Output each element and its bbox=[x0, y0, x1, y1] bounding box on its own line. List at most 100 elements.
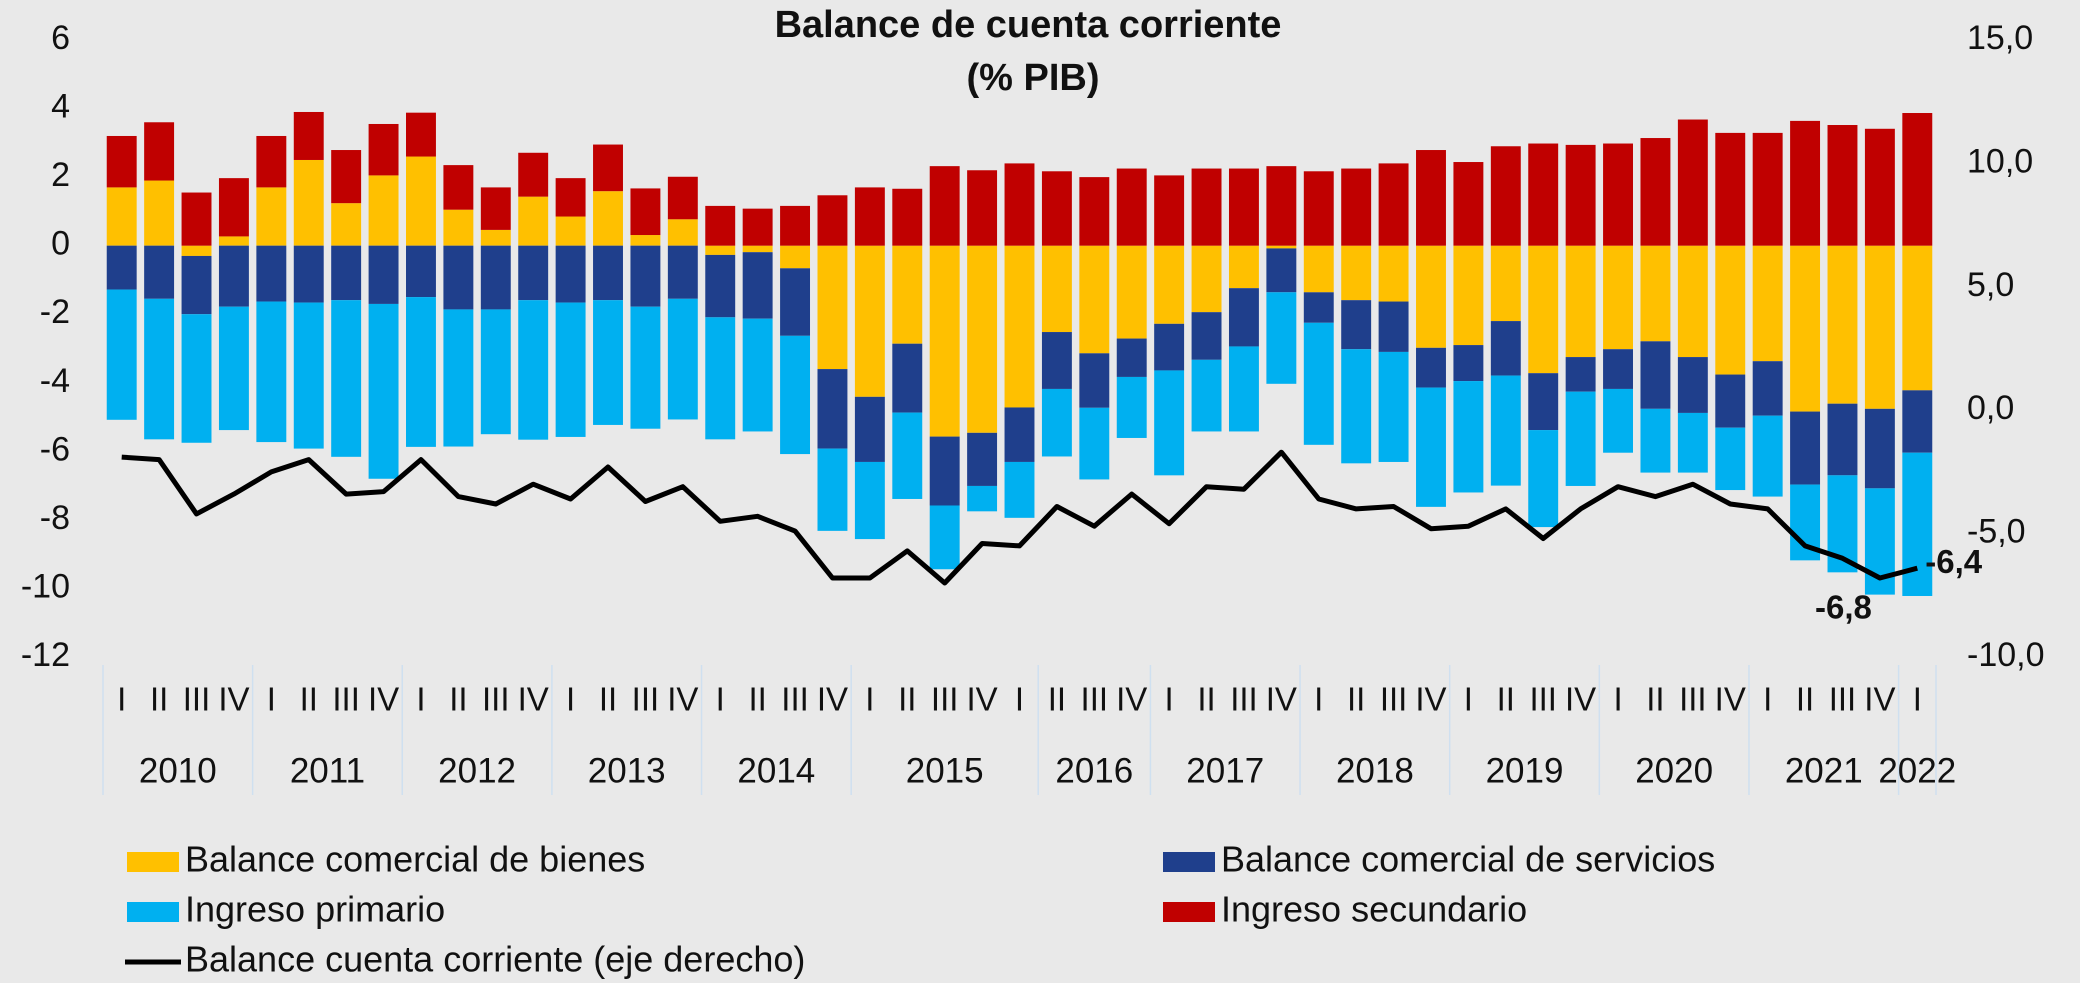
bar-segment bbox=[1491, 321, 1521, 376]
bar-segment bbox=[1453, 345, 1483, 381]
bar-segment bbox=[518, 153, 548, 197]
x-tick-label: III bbox=[1829, 681, 1857, 718]
x-tick-label: II bbox=[1646, 681, 1664, 718]
bar-segment bbox=[705, 317, 735, 439]
x-tick-label: II bbox=[1497, 681, 1515, 718]
bar-segment bbox=[1753, 361, 1783, 416]
bar-segment bbox=[1902, 390, 1932, 452]
chart-title: Balance de cuenta corriente bbox=[775, 4, 1282, 46]
year-label: 2017 bbox=[1186, 751, 1264, 790]
bar-segment bbox=[331, 300, 361, 457]
bar-segment bbox=[780, 206, 810, 246]
bar-segment bbox=[743, 209, 773, 246]
bar-segment bbox=[1304, 323, 1334, 445]
bar-segment bbox=[182, 193, 212, 246]
bar-segment bbox=[967, 170, 997, 245]
legend-swatch bbox=[1163, 852, 1215, 872]
legend-label: Ingreso secundario bbox=[1221, 889, 1527, 930]
x-tick-label: IV bbox=[218, 681, 249, 718]
x-tick-label: I bbox=[566, 681, 575, 718]
x-tick-label: I bbox=[1464, 681, 1473, 718]
year-label: 2022 bbox=[1878, 751, 1956, 790]
x-tick-label: I bbox=[1015, 681, 1024, 718]
bar-segment bbox=[1192, 312, 1222, 360]
x-tick-label: II bbox=[1197, 681, 1215, 718]
bar-segment bbox=[144, 299, 174, 440]
bar-segment bbox=[107, 290, 137, 420]
bar-segment bbox=[1341, 246, 1371, 301]
bar-segment bbox=[593, 145, 623, 192]
x-tick-label: IV bbox=[1415, 681, 1446, 718]
bar-segment bbox=[1528, 144, 1558, 246]
bar-segment bbox=[1715, 375, 1745, 428]
legend-label: Balance comercial de servicios bbox=[1221, 839, 1715, 880]
y-tick-label: -12 bbox=[21, 636, 70, 674]
x-tick-label: I bbox=[267, 681, 276, 718]
x-tick-label: IV bbox=[817, 681, 848, 718]
x-tick-label: I bbox=[1165, 681, 1174, 718]
bar-segment bbox=[1304, 171, 1334, 245]
bar-segment bbox=[668, 299, 698, 420]
bar-segment bbox=[1603, 144, 1633, 246]
bar-segment bbox=[705, 206, 735, 246]
x-tick-label: II bbox=[898, 681, 916, 718]
bar-segment bbox=[743, 246, 773, 253]
bar-segment bbox=[1640, 409, 1670, 473]
bar-segment bbox=[1416, 150, 1446, 246]
legend-label: Balance cuenta corriente (eje derecho) bbox=[185, 939, 805, 980]
bar-segment bbox=[630, 235, 660, 246]
x-tick-label: IV bbox=[1715, 681, 1746, 718]
x-tick-label: III bbox=[1081, 681, 1109, 718]
bar-segment bbox=[331, 246, 361, 301]
x-tick-label: I bbox=[117, 681, 126, 718]
bar-segment bbox=[1005, 246, 1035, 408]
bar-segment bbox=[1154, 324, 1184, 371]
bar-segment bbox=[369, 304, 399, 479]
bar-segment bbox=[1603, 246, 1633, 350]
bar-segment bbox=[369, 124, 399, 175]
bar-segment bbox=[1566, 392, 1596, 486]
y2-tick-label: 15,0 bbox=[1967, 19, 2033, 57]
bar-segment bbox=[1491, 146, 1521, 245]
y2-tick-label: 10,0 bbox=[1967, 142, 2033, 180]
bar-segment bbox=[1154, 175, 1184, 245]
bar-segment bbox=[1453, 162, 1483, 246]
legend-label: Ingreso primario bbox=[185, 889, 445, 930]
bar-segment bbox=[1678, 246, 1708, 357]
bar-segment bbox=[256, 246, 286, 302]
bar-segment bbox=[668, 246, 698, 299]
bar-segment bbox=[1192, 246, 1222, 312]
bar-segment bbox=[780, 268, 810, 336]
bar-segment bbox=[1005, 462, 1035, 518]
year-label: 2018 bbox=[1336, 751, 1414, 790]
y-tick-label: -8 bbox=[40, 499, 70, 537]
bar-segment bbox=[1416, 388, 1446, 507]
year-label: 2014 bbox=[737, 751, 815, 790]
bar-segment bbox=[1304, 246, 1334, 293]
bar-segment bbox=[630, 246, 660, 307]
bar-segment bbox=[1640, 341, 1670, 409]
y-tick-label: -10 bbox=[21, 567, 70, 605]
y-tick-label: 2 bbox=[51, 156, 70, 194]
bar-segment bbox=[1229, 246, 1259, 289]
bar-segment bbox=[1079, 177, 1109, 246]
bar-segment bbox=[1753, 416, 1783, 497]
bar-segment bbox=[1117, 246, 1147, 339]
bar-segment bbox=[593, 191, 623, 246]
bar-segment bbox=[1491, 376, 1521, 486]
bar-segment bbox=[1192, 169, 1222, 246]
bar-segment bbox=[1266, 248, 1296, 292]
legend-swatch bbox=[1163, 902, 1215, 922]
bar-segment bbox=[1341, 300, 1371, 349]
bar-segment bbox=[593, 300, 623, 425]
bar-segment bbox=[892, 344, 922, 413]
bar-segment bbox=[930, 246, 960, 437]
y-tick-label: -2 bbox=[40, 293, 70, 331]
year-label: 2013 bbox=[588, 751, 666, 790]
bar-segment bbox=[406, 157, 436, 246]
y-tick-label: 4 bbox=[51, 88, 70, 126]
bar-segment bbox=[219, 236, 249, 245]
x-tick-label: IV bbox=[1565, 681, 1596, 718]
bar-segment bbox=[1491, 246, 1521, 321]
bar-segment bbox=[443, 246, 473, 310]
